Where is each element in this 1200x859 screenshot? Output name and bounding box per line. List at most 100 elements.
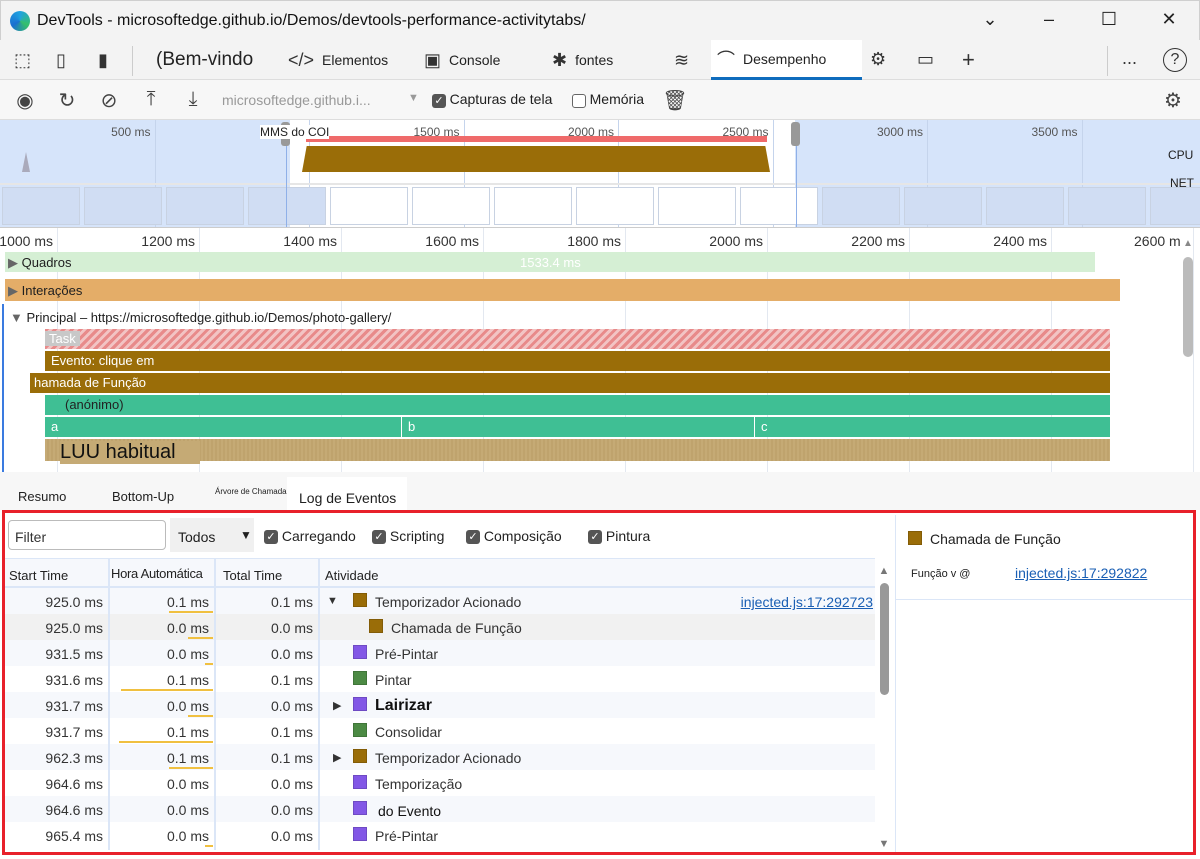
application-window-icon[interactable]: ▭ xyxy=(917,49,935,69)
anonymous-bar[interactable]: (anónimo) xyxy=(45,395,1110,415)
wifi-icon[interactable]: ≋ xyxy=(674,50,690,70)
frames-track[interactable] xyxy=(5,252,1095,272)
main-thread-label[interactable]: ▼ Principal – https://microsoftedge.gith… xyxy=(10,310,391,325)
filter-input[interactable]: Filter xyxy=(8,520,166,550)
expand-icon[interactable]: ▶ xyxy=(333,752,342,764)
screenshot-thumbnail[interactable] xyxy=(904,187,982,225)
painting-checkbox[interactable]: ✓ Pintura xyxy=(588,528,650,545)
scroll-down-icon[interactable]: ▼ xyxy=(878,838,890,850)
gear-icon[interactable]: ⚙ xyxy=(1164,90,1182,112)
tab-bottom-up[interactable]: Bottom-Up xyxy=(112,489,175,504)
scroll-thumb[interactable] xyxy=(879,583,889,695)
function-c-bar[interactable]: c xyxy=(755,417,1110,437)
dock-sidebar-icon[interactable]: ▮ xyxy=(98,50,108,70)
screenshot-thumbnail[interactable] xyxy=(84,187,162,225)
table-row[interactable]: 964.6 ms 0.0 ms 0.0 ms xyxy=(5,796,875,822)
screenshot-thumbnail[interactable] xyxy=(740,187,818,225)
screenshot-thumbnail[interactable] xyxy=(822,187,900,225)
function-call-bar[interactable]: hamada de Função xyxy=(30,373,1110,393)
recording-select[interactable]: microsoftedge.github.i... xyxy=(222,92,371,108)
layout-bars[interactable] xyxy=(45,439,1110,461)
checkbox-checked-icon: ✓ xyxy=(432,93,446,108)
self-time: 0.0 ms xyxy=(166,802,209,818)
source-link[interactable]: injected.js:17:292822 xyxy=(1015,565,1148,581)
tab-elements[interactable]: </> Elementos xyxy=(282,40,394,80)
checkbox-label: Scripting xyxy=(389,528,445,544)
scroll-up-icon[interactable]: ▲ xyxy=(878,565,890,577)
table-scrollbar[interactable]: ▲ ▼ xyxy=(877,565,891,850)
overview-tick-label: 500 ms xyxy=(111,125,151,139)
function-a-bar[interactable]: a xyxy=(45,417,401,437)
minimize-icon[interactable]: – xyxy=(1043,9,1054,29)
tab-welcome[interactable]: (Bem-vindo xyxy=(150,40,259,80)
column-self-time[interactable]: Hora Automática xyxy=(111,566,203,581)
screenshots-checkbox[interactable]: ✓ Capturas de tela xyxy=(432,91,552,108)
column-start-time[interactable]: Start Time xyxy=(9,568,69,583)
screenshot-thumbnail[interactable] xyxy=(248,187,326,225)
function-b-bar[interactable]: b xyxy=(402,417,754,437)
loading-checkbox[interactable]: ✓ Carregando xyxy=(264,528,356,545)
chevron-down-icon[interactable]: ⌄ xyxy=(982,9,998,29)
table-row[interactable]: 931.5 ms 0.0 ms 0.0 ms Pré-Pintar xyxy=(5,640,875,666)
start-time: 925.0 ms xyxy=(45,594,103,610)
tab-summary[interactable]: Resumo xyxy=(18,489,67,504)
composition-checkbox[interactable]: ✓ Composição xyxy=(466,528,562,545)
task-bar[interactable]: Task xyxy=(45,329,1110,349)
table-row[interactable]: 965.4 ms 0.0 ms 0.0 ms Pré-Pintar xyxy=(5,822,875,848)
table-row[interactable]: 931.7 ms 0.1 ms 0.1 ms Consolidar xyxy=(5,718,875,744)
cpu-chip-icon[interactable]: ⚙ xyxy=(870,49,887,69)
screenshot-thumbnail[interactable] xyxy=(576,187,654,225)
duration-select[interactable]: Todos ▼ xyxy=(170,518,254,552)
device-emulation-icon[interactable]: ▯ xyxy=(56,50,66,70)
close-icon[interactable]: ✕ xyxy=(1161,9,1177,29)
table-row[interactable]: 925.0 ms 0.1 ms 0.1 ms ▼ Temporizador Ac… xyxy=(5,588,875,614)
screenshot-thumbnail[interactable] xyxy=(1068,187,1146,225)
source-link[interactable]: injected.js:17:292723 xyxy=(740,594,873,610)
collapse-icon[interactable]: ▼ xyxy=(327,595,338,607)
main-tab-bar: ⬚ ▯ ▮ (Bem-vindo </> Elementos ▣ Console ✱… xyxy=(0,40,1200,80)
tab-sources[interactable]: ✱ fontes xyxy=(546,40,619,80)
flame-chart[interactable]: ▶ Quadros 1533.4 ms ▶ Interações ▼ Princ… xyxy=(0,228,1200,472)
help-icon[interactable]: ? xyxy=(1163,48,1187,72)
flame-scrollbar[interactable]: ▲ xyxy=(1183,238,1193,462)
screenshot-thumbnail[interactable] xyxy=(494,187,572,225)
memory-checkbox[interactable]: Memória xyxy=(572,91,644,108)
tab-call-tree[interactable]: Árvore de Chamadas xyxy=(215,487,291,496)
screenshot-thumbnail[interactable] xyxy=(330,187,408,225)
click-event-bar[interactable]: Evento: clique em xyxy=(45,351,1110,371)
download-icon[interactable]: ⤓ xyxy=(188,88,198,110)
scripting-checkbox[interactable]: ✓ Scripting xyxy=(372,528,445,545)
table-row[interactable]: 925.0 ms 0.0 ms 0.0 ms Chamada de Função xyxy=(5,614,875,640)
screenshot-thumbnail[interactable] xyxy=(658,187,736,225)
table-row[interactable]: 962.3 ms 0.1 ms 0.1 ms ▶ Temporizador Ac… xyxy=(5,744,875,770)
table-row[interactable]: 931.6 ms 0.1 ms 0.1 ms Pintar xyxy=(5,666,875,692)
chevron-down-icon[interactable]: ▼ xyxy=(408,92,419,104)
table-row[interactable]: 964.6 ms 0.0 ms 0.0 ms Temporização xyxy=(5,770,875,796)
screenshot-thumbnail[interactable] xyxy=(166,187,244,225)
reload-record-icon[interactable]: ↻ xyxy=(58,90,76,112)
expand-icon[interactable]: ▶ xyxy=(333,700,342,712)
table-row[interactable]: 931.7 ms 0.0 ms 0.0 ms ▶ Lairizar xyxy=(5,692,875,718)
screenshot-thumbnail[interactable] xyxy=(412,187,490,225)
screenshot-thumbnail[interactable] xyxy=(986,187,1064,225)
timeline-overview[interactable]: CPU NET 500 ms MMS do COI 1500 ms 2000 ms 25… xyxy=(0,120,1200,228)
interactions-track[interactable] xyxy=(5,279,1120,301)
interactions-track-label[interactable]: ▶ Interações xyxy=(8,283,82,299)
record-icon[interactable]: ◉ xyxy=(16,90,34,112)
clear-icon[interactable]: ⊘ xyxy=(100,90,118,112)
trash-icon[interactable]: 🗑 xyxy=(662,90,688,112)
column-activity[interactable]: Atividade xyxy=(325,568,379,583)
range-handle-right[interactable] xyxy=(791,122,800,146)
screenshot-thumbnail[interactable] xyxy=(1150,187,1200,225)
tab-performance[interactable]: ⌒ Desempenho xyxy=(711,40,862,80)
more-options-icon[interactable]: ... xyxy=(1122,48,1138,68)
tab-console[interactable]: ▣ Console xyxy=(418,40,506,80)
inspect-icon[interactable]: ⬚ xyxy=(14,50,32,70)
add-tab-icon[interactable]: + xyxy=(962,47,975,72)
tab-event-log[interactable]: Log de Eventos xyxy=(287,477,407,510)
column-total-time[interactable]: Total Time xyxy=(223,568,283,583)
upload-icon[interactable]: ⤒ xyxy=(146,88,156,110)
screenshot-thumbnail[interactable] xyxy=(2,187,80,225)
frames-track-label[interactable]: ▶ Quadros xyxy=(8,255,72,271)
maximize-icon[interactable]: ☐ xyxy=(1100,9,1118,29)
